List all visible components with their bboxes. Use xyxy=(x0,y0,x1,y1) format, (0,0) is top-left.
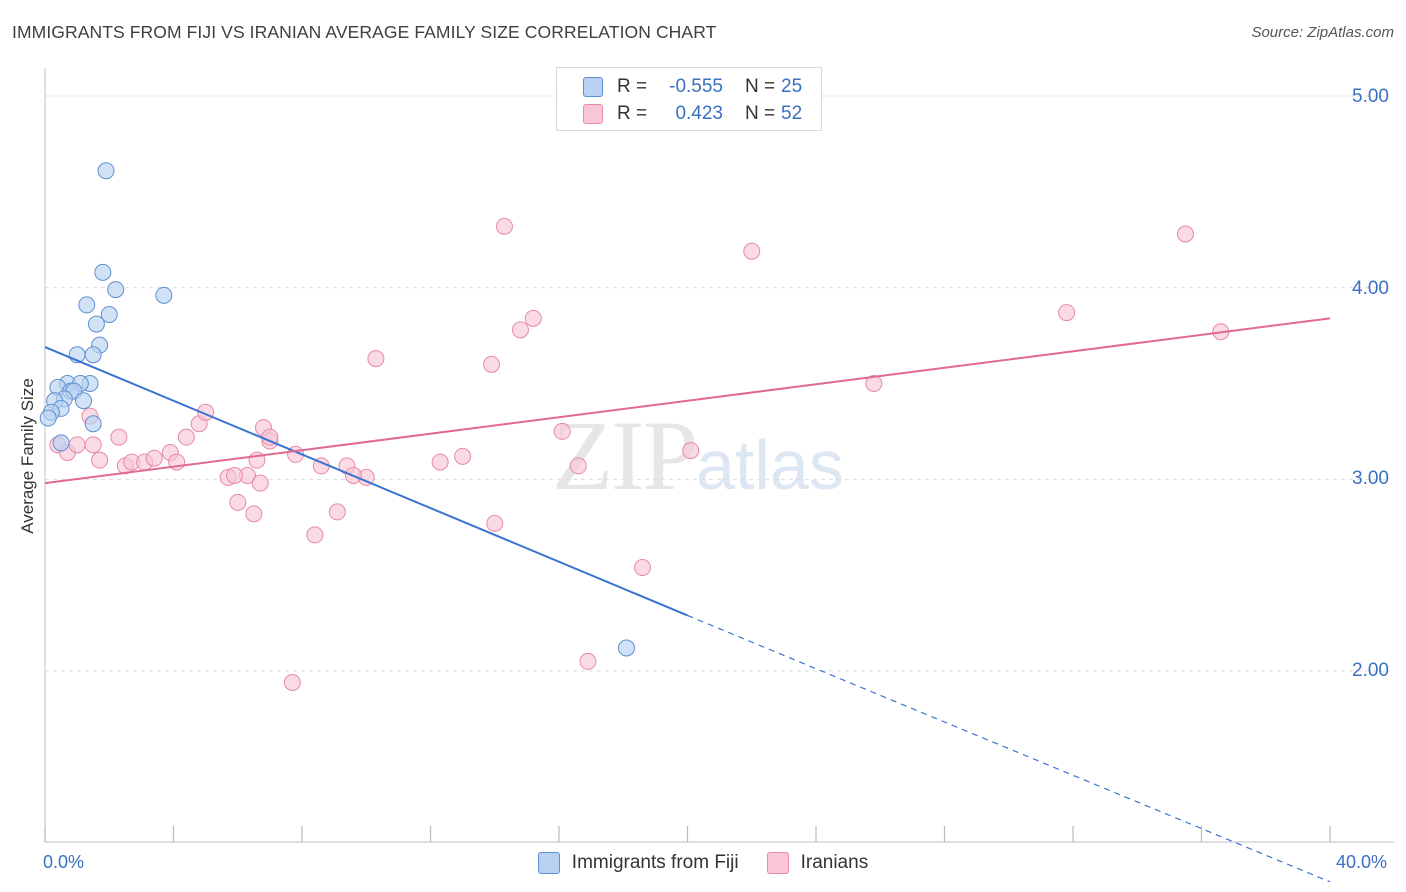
legend-item-iranians[interactable]: Iranians xyxy=(766,852,869,874)
fiji-trend-extension xyxy=(687,614,1331,883)
iranian-point-12 xyxy=(177,428,195,446)
legend-iran-label: Iranians xyxy=(800,852,869,873)
iranian-point-46 xyxy=(328,503,346,521)
y-tick-label-3: 3.00 xyxy=(1352,468,1389,489)
chart-title: IMMIGRANTS FROM FIJI VS IRANIAN AVERAGE … xyxy=(12,22,717,42)
iranian-point-49 xyxy=(634,559,652,576)
iranian-point-39 xyxy=(682,442,700,460)
iranian-trend-line xyxy=(44,317,1331,485)
fiji-n-value: 25 xyxy=(781,76,803,97)
iran-r-label: R = xyxy=(617,103,648,124)
legend-fiji-swatch xyxy=(537,852,560,874)
legend-row-fiji: R = -0.555 N = 25 xyxy=(583,74,802,100)
iranian-point-4 xyxy=(511,321,529,339)
iranian-point-3 xyxy=(524,309,542,327)
iranian-point-51 xyxy=(579,652,597,670)
iranian-point-9 xyxy=(865,375,883,392)
fiji-point-2 xyxy=(107,281,125,299)
iranian-point-47 xyxy=(306,526,324,544)
iranian-point-0 xyxy=(495,217,513,235)
iranian-point-24 xyxy=(91,451,109,469)
legend-item-fiji[interactable]: Immigrants from Fiji xyxy=(537,852,739,874)
y-tick-label-2: 2.00 xyxy=(1352,660,1389,681)
iranian-point-44 xyxy=(229,493,247,511)
iranian-point-48 xyxy=(486,514,504,532)
iran-n-label: N = xyxy=(745,103,776,124)
x-tick-label-min: 0.0% xyxy=(43,852,85,872)
iranian-point-20 xyxy=(84,436,102,454)
iranian-point-7 xyxy=(367,350,385,368)
y-tick-label-5: 5.00 xyxy=(1352,86,1389,107)
fiji-r-label: R = xyxy=(617,76,648,97)
correlation-legend: R = -0.555 N = 25 R = 0.423 N = 52 xyxy=(556,67,822,131)
legend-iran-swatch xyxy=(766,852,789,874)
fiji-point-22 xyxy=(84,415,102,433)
fiji-point-3 xyxy=(155,286,173,304)
iranian-point-45 xyxy=(245,505,263,523)
watermark-atlas: atlas xyxy=(696,426,844,504)
fiji-swatch xyxy=(583,77,603,97)
legend-fiji-label: Immigrants from Fiji xyxy=(571,852,739,873)
x-tick-label-max: 40.0% xyxy=(1336,852,1388,872)
series-legend: Immigrants from Fiji Iranians xyxy=(0,852,1406,874)
iranian-point-2 xyxy=(1176,225,1194,243)
iranian-point-22 xyxy=(68,436,86,454)
watermark: ZIPatlas xyxy=(552,398,844,513)
fiji-point-23 xyxy=(52,434,70,452)
fiji-point-0 xyxy=(97,162,115,180)
fiji-point-1 xyxy=(94,263,112,281)
y-tick-label-4: 4.00 xyxy=(1352,278,1389,299)
fiji-point-9 xyxy=(84,346,102,364)
iranian-point-18 xyxy=(553,422,571,440)
iranian-point-27 xyxy=(145,449,163,467)
fiji-point-18 xyxy=(75,392,93,410)
fiji-point-21 xyxy=(39,409,57,427)
source-label: Source: ZipAtlas.com xyxy=(1251,24,1394,41)
iranian-point-11 xyxy=(110,428,128,446)
iranian-point-32 xyxy=(226,467,244,484)
fiji-trend-line xyxy=(44,346,688,617)
iranian-point-43 xyxy=(251,474,269,492)
iran-r-value: 0.423 xyxy=(675,103,723,124)
watermark-zip: ZIP xyxy=(552,400,698,511)
iran-swatch xyxy=(583,104,603,124)
fiji-point-24 xyxy=(617,639,635,657)
fiji-r-value: -0.555 xyxy=(669,76,723,97)
fiji-point-6 xyxy=(87,315,105,333)
iranian-point-8 xyxy=(483,355,501,373)
iranian-point-5 xyxy=(1058,304,1076,322)
iranian-point-42 xyxy=(454,447,472,465)
iran-n-value: 52 xyxy=(781,103,803,124)
iranian-point-38 xyxy=(431,453,449,471)
fiji-n-label: N = xyxy=(745,76,776,97)
iranian-point-50 xyxy=(283,674,301,691)
fiji-point-4 xyxy=(78,296,96,314)
legend-row-iran: R = 0.423 N = 52 xyxy=(583,101,802,127)
fiji-point-5 xyxy=(100,306,118,323)
iranian-point-40 xyxy=(569,457,587,475)
iranian-point-1 xyxy=(743,242,761,260)
